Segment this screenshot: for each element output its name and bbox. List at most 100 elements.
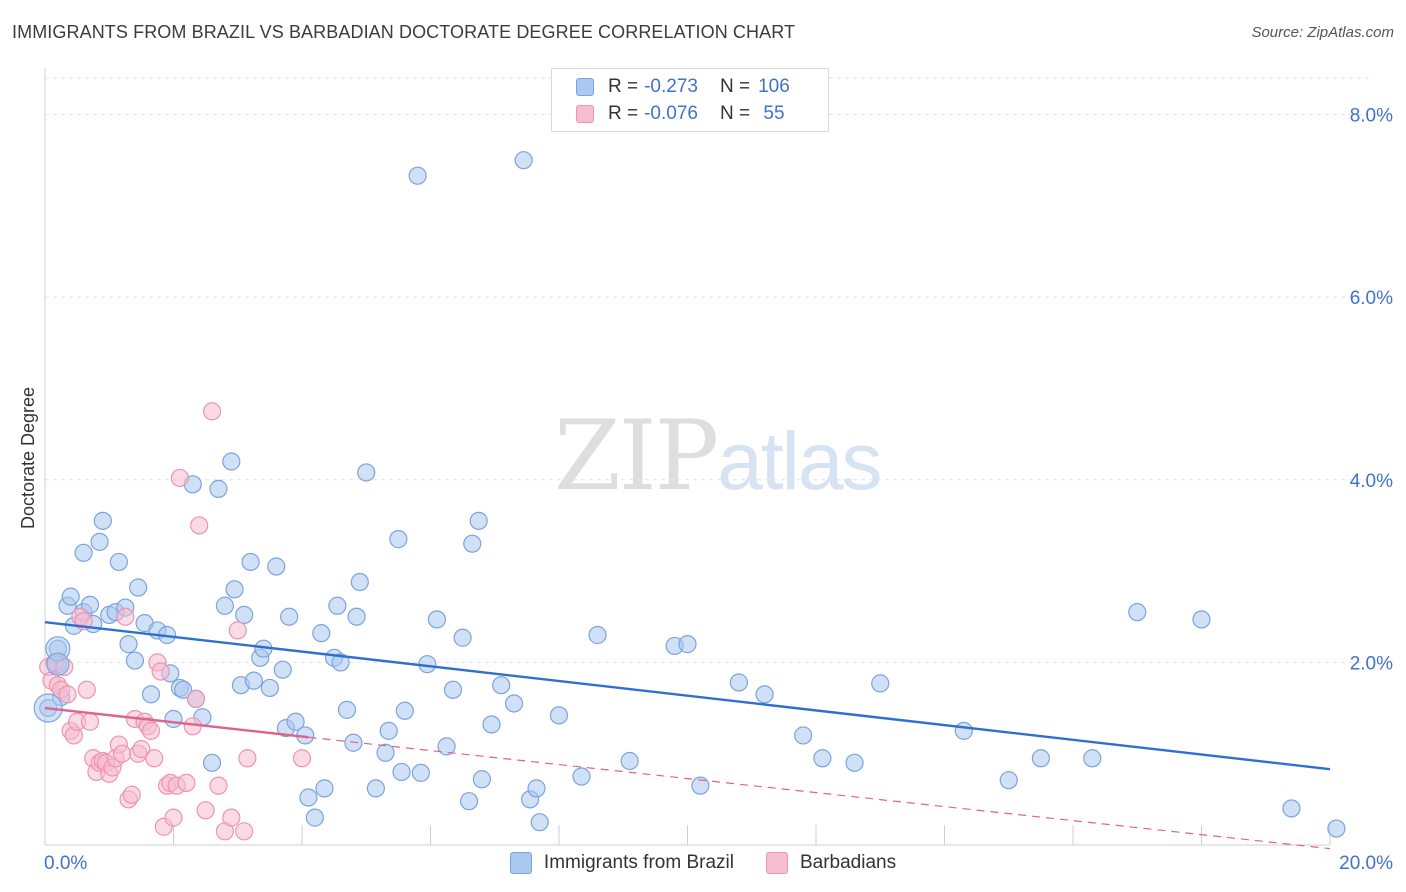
brazil-point xyxy=(463,534,482,553)
brazil-point xyxy=(260,678,279,698)
x-tick-label-min: 0.0% xyxy=(44,853,87,874)
brazil-point xyxy=(482,715,501,734)
y-tick-label: 8.0% xyxy=(1350,106,1393,127)
brazil-point xyxy=(999,771,1018,790)
brazil-point xyxy=(93,511,112,530)
brazil-point xyxy=(729,673,749,692)
brazil-point xyxy=(492,676,511,695)
brazil-point xyxy=(164,709,183,729)
barbadians-legend-swatch xyxy=(765,852,788,874)
brazil-point xyxy=(588,625,607,645)
brazil-point xyxy=(504,694,524,713)
watermark: ZIPatlas xyxy=(554,400,882,512)
brazil-point xyxy=(691,776,710,795)
stats-legend: R = -0.273 N = 106 R = -0.076 N = 55 xyxy=(551,68,829,132)
brazil-point xyxy=(125,651,145,670)
barbadian-point xyxy=(112,744,132,763)
barbadian-trend-line xyxy=(44,706,309,739)
legend-item-barbadians[interactable]: Barbadians xyxy=(765,852,897,874)
n-value: 55 xyxy=(758,103,785,124)
brazil-point xyxy=(225,580,244,599)
stats-row-barbadians: R = -0.076 N = 55 xyxy=(576,102,785,126)
barbadians-swatch xyxy=(576,105,594,123)
brazil-point xyxy=(527,779,546,798)
n-label: N = xyxy=(719,103,751,124)
barbadian-point xyxy=(228,621,247,640)
r-value: -0.076 xyxy=(644,103,698,124)
barbadian-point xyxy=(145,749,164,768)
brazil-point xyxy=(459,792,479,811)
brazil-point xyxy=(572,767,591,786)
brazil-point xyxy=(109,552,128,572)
y-axis-label: Doctorate Degree xyxy=(18,387,38,529)
brazil-point xyxy=(366,779,385,798)
watermark-zip: ZIP xyxy=(554,400,719,512)
brazil-point xyxy=(315,779,334,798)
brazil-point xyxy=(954,721,973,740)
brazil-point xyxy=(280,607,299,626)
brazil-point xyxy=(411,763,430,782)
y-tick-label: 4.0% xyxy=(1350,471,1393,492)
chart-title: IMMIGRANTS FROM BRAZIL VS BARBADIAN DOCT… xyxy=(12,22,796,42)
brazil-point xyxy=(337,700,357,719)
brazil-point xyxy=(350,572,369,592)
barbadian-point xyxy=(209,776,228,795)
barbadian-point xyxy=(58,685,77,704)
brazil-point xyxy=(453,628,472,647)
brazil-point xyxy=(1128,603,1147,622)
brazil-point xyxy=(443,680,463,699)
brazil-point xyxy=(209,479,228,498)
brazil-point xyxy=(202,753,222,772)
brazil-point xyxy=(299,788,318,807)
barbadian-point xyxy=(164,808,183,827)
brazil-point xyxy=(530,813,549,832)
brazil-point xyxy=(514,151,533,170)
r-label: R = xyxy=(608,76,639,97)
brazil-swatch xyxy=(576,78,594,96)
barbadian-point xyxy=(292,749,312,768)
brazil-point xyxy=(119,635,138,654)
brazil-point xyxy=(437,737,456,756)
brazil-point xyxy=(389,530,408,549)
barbadian-point xyxy=(177,773,196,793)
brazil-point xyxy=(312,624,331,643)
legend-label-barbadians: Barbadians xyxy=(799,852,897,873)
brazil-point xyxy=(472,770,491,789)
brazil-point xyxy=(328,596,347,615)
barbadian-point xyxy=(222,808,241,827)
watermark-atlas: atlas xyxy=(717,416,882,507)
brazil-trend-line xyxy=(44,621,1331,771)
barbadian-point xyxy=(196,801,215,820)
series-legend: Immigrants from Brazil Barbadians xyxy=(0,852,1406,874)
barbadian-point xyxy=(183,717,202,736)
y-tick-label: 2.0% xyxy=(1350,653,1393,674)
barbadian-point xyxy=(190,516,209,535)
brazil-point xyxy=(845,753,864,772)
barbadian-point xyxy=(235,822,254,841)
brazil-point xyxy=(241,552,260,572)
barbadian-trend-extension xyxy=(308,736,1331,850)
brazil-point xyxy=(1083,749,1102,768)
brazil-point xyxy=(331,653,350,672)
brazil-point xyxy=(379,721,398,740)
brazil-point xyxy=(273,660,292,679)
legend-label-brazil: Immigrants from Brazil xyxy=(543,852,734,873)
brazil-point xyxy=(141,685,161,704)
brazil-point xyxy=(1327,819,1346,838)
brazil-point-large xyxy=(46,652,70,676)
legend-item-brazil[interactable]: Immigrants from Brazil xyxy=(509,852,734,874)
brazil-point xyxy=(871,674,890,693)
stats-row-brazil: R = -0.273 N = 106 xyxy=(576,75,790,99)
barbadian-point xyxy=(202,402,222,421)
brazil-point xyxy=(408,166,427,185)
brazil-point xyxy=(286,712,305,731)
brazil-point xyxy=(1192,610,1211,629)
brazil-point xyxy=(215,596,234,615)
barbadian-point xyxy=(141,721,161,740)
brazil-legend-swatch xyxy=(509,852,532,874)
brazil-point xyxy=(620,751,639,771)
n-value: 106 xyxy=(758,76,790,97)
barbadian-point xyxy=(132,740,151,759)
brazil-point xyxy=(678,635,697,654)
